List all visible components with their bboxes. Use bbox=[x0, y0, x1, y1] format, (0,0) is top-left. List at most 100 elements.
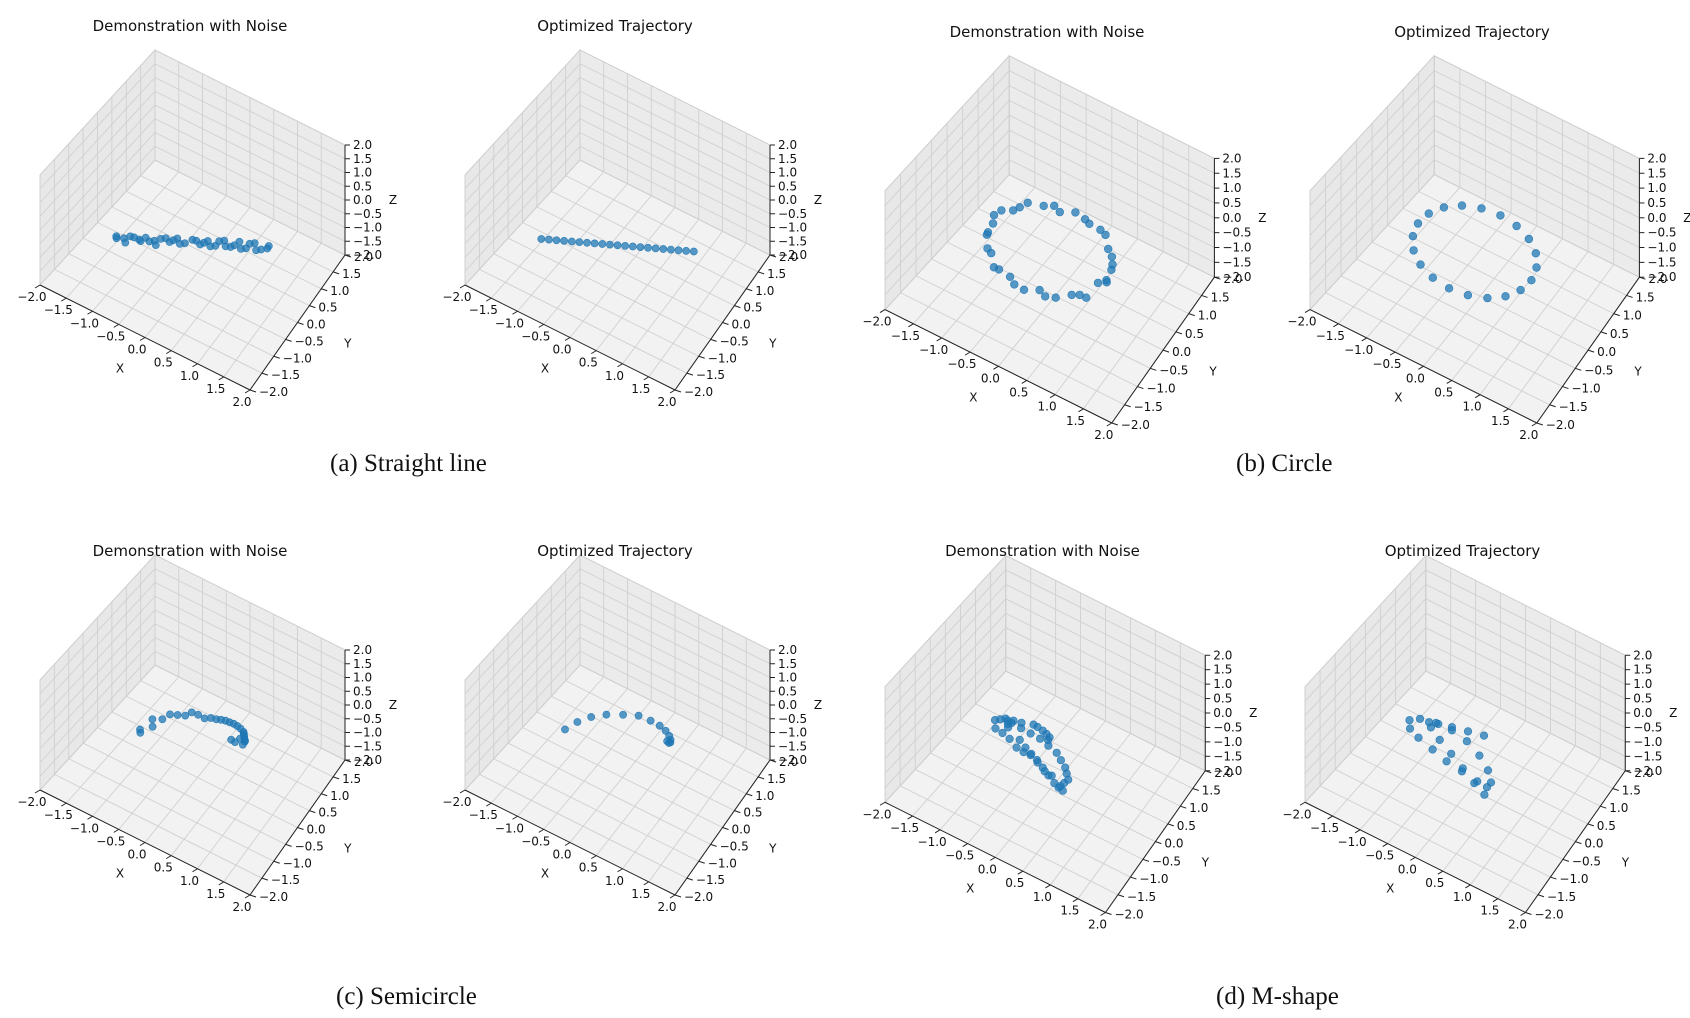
y-tick bbox=[1175, 331, 1183, 335]
grid-line bbox=[1470, 745, 1576, 886]
data-point bbox=[1108, 260, 1117, 269]
y-tick bbox=[1537, 894, 1545, 898]
grid-line bbox=[154, 595, 346, 692]
x-tick-label: 0.5 bbox=[1005, 876, 1024, 890]
z-tick-label: −1.5 bbox=[1222, 255, 1251, 269]
data-point bbox=[1015, 203, 1024, 212]
data-point bbox=[192, 236, 201, 245]
z-tick-label: 0.0 bbox=[778, 193, 797, 207]
x-tick bbox=[244, 894, 251, 899]
y-tick bbox=[321, 288, 328, 292]
x-tick-label: −1.5 bbox=[469, 808, 498, 822]
x-tick-label: −0.5 bbox=[947, 357, 976, 371]
x-tick bbox=[538, 323, 545, 328]
z-tick-label: −1.0 bbox=[1633, 735, 1662, 749]
x-tick bbox=[1437, 870, 1444, 875]
z-tick-label: −1.5 bbox=[353, 739, 382, 753]
z-tick-label: 0.5 bbox=[1213, 692, 1232, 706]
grid-line bbox=[1433, 114, 1640, 219]
data-point bbox=[1439, 203, 1449, 212]
grid-line bbox=[464, 595, 581, 722]
x-tick bbox=[459, 789, 466, 794]
z-tick-label: 0.0 bbox=[1213, 706, 1232, 720]
y-tick bbox=[1167, 823, 1175, 827]
z-tick-label: −2.0 bbox=[1213, 764, 1242, 778]
x-tick-label: −1.5 bbox=[1310, 821, 1339, 835]
data-point bbox=[590, 239, 599, 248]
x-tick-label: 1.5 bbox=[1060, 904, 1079, 918]
caption-d: (d) M-shape bbox=[1216, 983, 1339, 1011]
grid-line bbox=[464, 63, 581, 190]
grid-line bbox=[1425, 569, 1626, 671]
x-tick-label: −1.5 bbox=[44, 303, 73, 317]
caption-a-label: (a) bbox=[330, 450, 358, 477]
x-tick bbox=[60, 297, 67, 302]
x-tick bbox=[1327, 815, 1333, 820]
x-axis-label: X bbox=[116, 867, 124, 881]
data-point bbox=[1405, 716, 1414, 725]
x-tick bbox=[165, 855, 172, 860]
grid-line bbox=[945, 736, 1156, 843]
x-tick-label: 1.5 bbox=[1480, 904, 1499, 918]
data-point bbox=[221, 242, 230, 251]
z-tick-label: −1.0 bbox=[778, 726, 807, 740]
plot-title: Optimized Trajectory bbox=[537, 542, 693, 560]
grid-line bbox=[111, 206, 310, 307]
y-axis-label: Y bbox=[768, 841, 777, 855]
z-tick-label: −1.5 bbox=[353, 234, 382, 248]
data-point bbox=[1434, 719, 1443, 729]
data-point bbox=[1019, 285, 1029, 294]
caption-c: (c) Semicircle bbox=[336, 983, 477, 1011]
x-tick bbox=[1503, 408, 1509, 413]
data-point bbox=[227, 735, 236, 744]
y-axis-label: Y bbox=[1633, 364, 1642, 378]
x-tick-label: 2.0 bbox=[1519, 428, 1538, 442]
z-tick-label: 2.0 bbox=[778, 138, 797, 152]
x-tick-label: 1.0 bbox=[1463, 400, 1482, 414]
x-tick-label: 0.0 bbox=[127, 343, 146, 357]
caption-c-label: (c) bbox=[336, 983, 364, 1010]
x-tick bbox=[459, 284, 466, 289]
y-tick bbox=[1150, 367, 1157, 371]
grid-line bbox=[1309, 100, 1435, 236]
x-tick-label: 0.5 bbox=[1434, 386, 1453, 400]
grid-line bbox=[1008, 114, 1215, 219]
y-tick bbox=[1124, 404, 1131, 408]
grid-line bbox=[536, 206, 735, 307]
subplot-a-optimized: Optimized Trajectory−2.0−1.5−1.0−0.50.00… bbox=[442, 17, 822, 409]
z-tick-label: −0.5 bbox=[1213, 720, 1242, 734]
x-tick-label: 1.0 bbox=[1033, 890, 1052, 904]
caption-a: (a) Straight line bbox=[330, 450, 487, 478]
x-tick bbox=[907, 815, 913, 820]
y-tick bbox=[746, 288, 753, 292]
data-point bbox=[245, 239, 254, 248]
z-tick-label: 2.0 bbox=[1222, 151, 1241, 165]
grid-line bbox=[884, 70, 1010, 206]
data-point bbox=[1103, 244, 1113, 254]
plot-title: Demonstration with Noise bbox=[93, 542, 288, 560]
data-point bbox=[1040, 292, 1050, 301]
x-tick bbox=[1474, 394, 1481, 399]
data-point bbox=[573, 718, 582, 726]
z-tick-label: −2.0 bbox=[1222, 270, 1251, 284]
data-point bbox=[982, 230, 992, 239]
y-tick bbox=[1180, 805, 1187, 809]
z-tick-label: 1.0 bbox=[1633, 677, 1652, 691]
x-axis-label: X bbox=[1394, 390, 1402, 404]
grid-line bbox=[884, 55, 1010, 192]
data-point bbox=[1071, 208, 1080, 217]
y-tick bbox=[722, 827, 729, 830]
y-tick-label: −0.5 bbox=[1152, 854, 1181, 868]
grid-line bbox=[1304, 612, 1427, 745]
z-tick-label: −1.5 bbox=[778, 234, 807, 248]
data-points bbox=[112, 232, 273, 255]
y-tick-label: 1.5 bbox=[1211, 290, 1230, 304]
data-point bbox=[1415, 714, 1425, 723]
data-point bbox=[1049, 201, 1059, 211]
x-tick bbox=[1389, 351, 1396, 356]
y-tick-label: 0.0 bbox=[732, 823, 751, 837]
grid-line bbox=[1425, 583, 1626, 685]
x-tick-label: 2.0 bbox=[657, 900, 676, 914]
z-tick-label: −2.0 bbox=[1647, 270, 1676, 284]
y-tick bbox=[1562, 386, 1569, 390]
